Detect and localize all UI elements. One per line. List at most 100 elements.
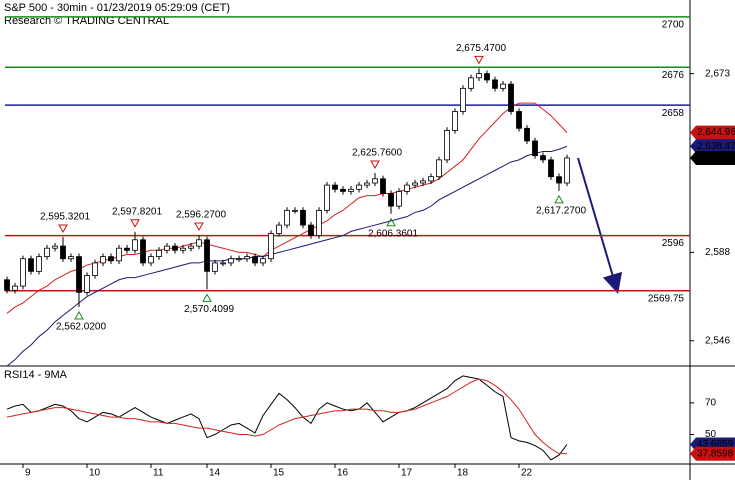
x-tick-label: 18 — [457, 468, 469, 479]
candle-body — [244, 256, 250, 260]
annotation-label: 2,617.2700 — [536, 205, 586, 216]
candle-body — [212, 262, 218, 272]
candle-body — [268, 233, 274, 260]
chart-subtitle: Research © TRADING CENTRAL — [4, 15, 169, 27]
candle-body — [340, 188, 346, 192]
candle-body — [468, 77, 474, 89]
rsi-tick-label: 70 — [705, 397, 717, 408]
x-tick-label: 9 — [25, 468, 31, 479]
candle-body — [436, 159, 442, 178]
annotation-label: 2,570.4099 — [184, 304, 234, 315]
candle-body — [396, 191, 402, 207]
rsi-title: RSI14 - 9MA — [4, 369, 68, 381]
low-marker — [202, 293, 212, 302]
moving-average — [6, 145, 568, 367]
candle-body — [172, 245, 178, 251]
price-tag-label: 2,644.96 — [697, 127, 735, 138]
candle-body — [460, 87, 466, 112]
price-tag — [690, 139, 735, 154]
candle-body — [500, 83, 506, 89]
y-tick-label: 2,546 — [705, 335, 730, 346]
candle-body — [540, 155, 546, 161]
rsi-line — [6, 378, 568, 455]
rsi-tick-label: 50 — [705, 429, 717, 440]
candle-body — [332, 184, 338, 190]
candle-body — [508, 83, 514, 112]
candle-body — [28, 258, 34, 272]
rsi-tag-label: 43.6859 — [697, 439, 734, 450]
candle-body — [188, 245, 194, 249]
candle-body — [404, 184, 410, 192]
candle-body — [204, 239, 210, 272]
price-tag — [690, 125, 735, 140]
x-tick-label: 15 — [273, 468, 285, 479]
high-marker — [58, 224, 68, 234]
low-marker — [554, 194, 564, 204]
candle-body — [12, 285, 18, 291]
annotation-label: 2,606.3601 — [368, 228, 418, 239]
candle-body — [452, 111, 458, 131]
candle-body — [76, 256, 82, 293]
candle-body — [4, 279, 10, 291]
candle-body — [108, 256, 114, 262]
level-label: 2569.75 — [648, 293, 685, 304]
candle-body — [428, 176, 434, 182]
annotation-label: 2,625.7600 — [352, 148, 402, 159]
candle-body — [68, 256, 74, 260]
level-label: 2676 — [662, 70, 685, 81]
annotation-label: 2,675.4700 — [456, 43, 506, 54]
x-tick-label: 17 — [401, 468, 413, 479]
candle-body — [252, 256, 258, 264]
candle-body — [148, 256, 154, 264]
candle-body — [124, 247, 130, 251]
candle-body — [548, 159, 554, 178]
annotation-label: 2,595.3201 — [40, 212, 90, 223]
high-marker — [194, 222, 204, 232]
candle-body — [524, 127, 530, 142]
candle-body — [44, 247, 50, 258]
x-tick-label: 11 — [153, 468, 164, 479]
candle-body — [308, 224, 314, 236]
price-tag-label: 2,638.47 — [697, 141, 735, 152]
annotation-label: 2,597.8201 — [112, 206, 162, 217]
candle-body — [420, 180, 426, 184]
level-label: 2596 — [662, 238, 685, 249]
candle-body — [132, 239, 138, 251]
candle-body — [84, 275, 90, 293]
chart-title: S&P 500 - 30min - 01/23/2019 05:29:09 (C… — [4, 2, 230, 14]
candle-body — [412, 182, 418, 186]
annotation-label: 2,596.2700 — [176, 210, 226, 221]
forecast-arrow — [577, 157, 623, 294]
candle-body — [324, 184, 330, 211]
x-tick-label: 10 — [89, 468, 101, 479]
candle-body — [292, 209, 298, 212]
candle-body — [100, 256, 106, 264]
candle-body — [380, 178, 386, 194]
candle-body — [20, 258, 26, 287]
candle-body — [60, 245, 66, 260]
rsi-tag-label: 37.8598 — [697, 448, 734, 459]
candle-body — [444, 130, 450, 161]
candle-body — [492, 79, 498, 89]
candle-body — [300, 209, 306, 226]
y-tick-label: 2,673 — [705, 68, 730, 79]
annotation-label: 2,562.0200 — [56, 322, 106, 333]
candle-body — [516, 111, 522, 129]
candle-body — [388, 193, 394, 207]
y-tick-label: 2,588 — [705, 247, 730, 258]
candle-body — [140, 239, 146, 264]
candle-body — [364, 182, 370, 186]
candle-body — [164, 245, 170, 251]
plot-layer: 2,546 2,588 2,673 2700 2676 2658 2596 2569.75 9 1… — [4, 16, 735, 479]
candle-body — [348, 188, 354, 192]
x-tick-label: 14 — [209, 468, 221, 479]
candle-body — [356, 184, 362, 190]
candle-body — [260, 258, 266, 264]
high-marker — [474, 55, 484, 65]
x-tick-label: 16 — [337, 468, 349, 479]
candle-body — [532, 140, 538, 157]
candle-body — [156, 249, 162, 258]
low-marker — [386, 217, 396, 227]
candle-body — [484, 73, 490, 81]
